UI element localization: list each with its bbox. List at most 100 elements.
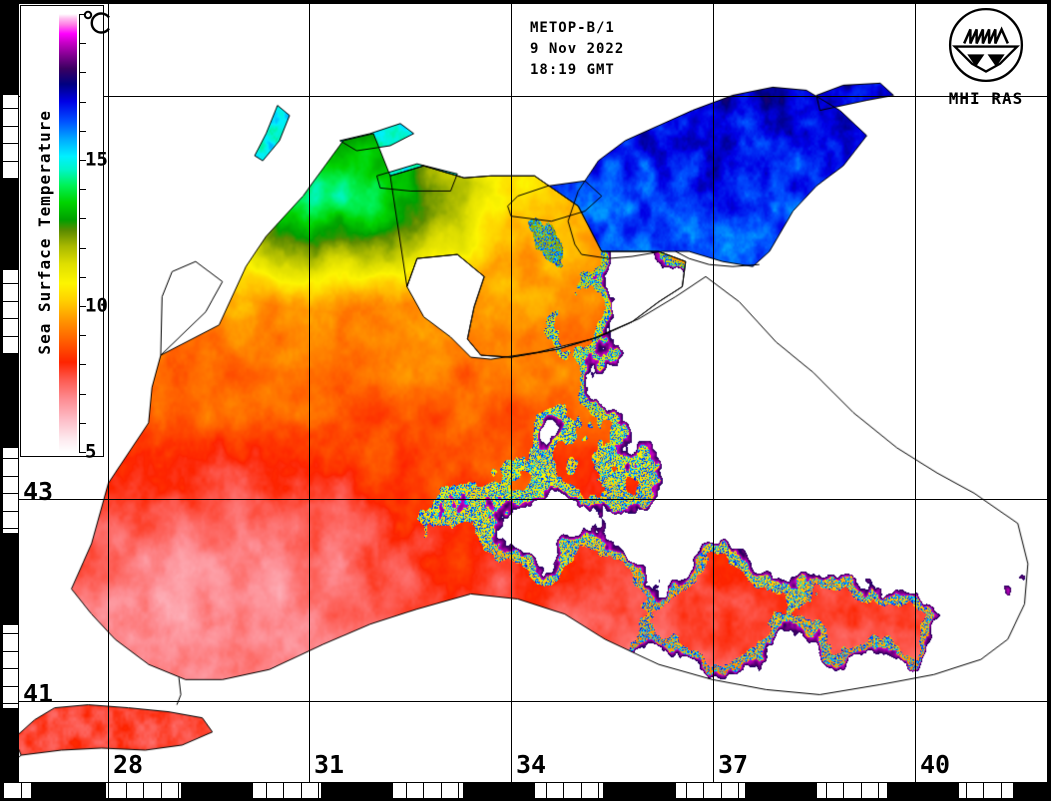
ruler-hairline: [546, 783, 547, 798]
ruler-hairline: [3, 738, 18, 739]
colorbar-tick-label: 5: [85, 440, 97, 463]
ruler-hairline: [3, 3, 18, 4]
ruler-hairline: [3, 546, 18, 547]
colorbar-tick: [79, 72, 86, 74]
latitude-label: 41: [23, 679, 54, 708]
ruler-hairline: [931, 783, 932, 798]
ruler-hairline: [861, 783, 862, 798]
ruler-hairline: [896, 783, 897, 798]
colorbar-tick: [79, 452, 86, 453]
ruler-hairline: [161, 783, 162, 798]
longitude-label: 37: [718, 750, 749, 779]
longitude-gridline: [511, 4, 512, 782]
ruler-hairline: [126, 783, 127, 798]
ruler-hairline: [283, 783, 284, 798]
ruler-hairline: [3, 143, 18, 144]
ruler-hairline: [913, 783, 914, 798]
ruler-segment: [887, 783, 959, 798]
ruler-hairline: [493, 783, 494, 798]
ruler-hairline: [633, 783, 634, 798]
colorbar-tick: [79, 43, 86, 45]
degree-celsius-icon: [83, 10, 110, 34]
ruler-hairline: [476, 783, 477, 798]
ruler-hairline: [511, 783, 512, 798]
colorbar-unit-label: [83, 10, 113, 37]
ruler-hairline: [1001, 783, 1002, 798]
ruler-hairline: [3, 423, 18, 424]
ruler-hairline: [143, 783, 144, 798]
mhi-ras-emblem-icon: [948, 7, 1024, 83]
longitude-gridline: [309, 4, 310, 782]
ruler-hairline: [843, 783, 844, 798]
ruler-hairline: [756, 783, 757, 798]
ruler-hairline: [441, 783, 442, 798]
ruler-segment: [3, 533, 18, 625]
ruler-hairline: [1036, 783, 1037, 798]
ruler-hairline: [826, 783, 827, 798]
ruler-segment: [463, 783, 535, 798]
ruler-hairline: [423, 783, 424, 798]
map-plot-area: 28 31 34 37 40 43 41: [18, 3, 1048, 783]
latitude-gridline: [19, 96, 1047, 97]
ruler-segment: [3, 178, 18, 270]
ruler-hairline: [3, 441, 18, 442]
ruler-hairline: [56, 783, 57, 798]
ruler-hairline: [3, 633, 18, 634]
ruler-hairline: [3, 178, 18, 179]
ruler-hairline: [21, 783, 22, 798]
colorbar-tick: [79, 335, 86, 337]
ruler-hairline: [3, 248, 18, 249]
colorbar-tick: [79, 306, 86, 307]
ruler-hairline: [966, 783, 967, 798]
ruler-segment: [745, 783, 817, 798]
ruler-hairline: [3, 108, 18, 109]
ruler-hairline: [3, 388, 18, 389]
ruler-hairline: [651, 783, 652, 798]
latitude-gridline: [19, 701, 1047, 702]
ruler-hairline: [458, 783, 459, 798]
colorbar-title: Sea Surface Temperature: [31, 6, 57, 458]
colorbar-tick-label: 10: [85, 294, 108, 317]
ruler-hairline: [3, 336, 18, 337]
ruler-hairline: [791, 783, 792, 798]
ruler-hairline: [721, 783, 722, 798]
ruler-hairline: [3, 21, 18, 22]
ruler-hairline: [3, 301, 18, 302]
ruler-hairline: [266, 783, 267, 798]
longitude-label: 40: [920, 750, 951, 779]
colorbar-tick: [79, 364, 86, 366]
ruler-hairline: [3, 196, 18, 197]
ruler-hairline: [3, 458, 18, 459]
ruler-hairline: [3, 91, 18, 92]
ruler-hairline: [91, 783, 92, 798]
ruler-hairline: [371, 783, 372, 798]
ruler-hairline: [773, 783, 774, 798]
colorbar-tick: [79, 160, 86, 161]
ruler-hairline: [948, 783, 949, 798]
sst-raster-image: [19, 4, 1047, 782]
ruler-segment: [3, 3, 18, 95]
longitude-gridline: [108, 4, 109, 782]
ruler-hairline: [3, 283, 18, 284]
ruler-hairline: [3, 353, 18, 354]
colorbar-tick: [79, 393, 86, 395]
ruler-hairline: [878, 783, 879, 798]
colorbar-gradient: [59, 14, 77, 452]
ruler-hairline: [668, 783, 669, 798]
ruler-hairline: [231, 783, 232, 798]
ruler-hairline: [3, 371, 18, 372]
latitude-gridline: [19, 499, 1047, 500]
acquisition-time: 18:19 GMT: [530, 62, 615, 78]
ruler-hairline: [3, 318, 18, 319]
ruler-hairline: [616, 783, 617, 798]
ruler-hairline: [3, 528, 18, 529]
ruler-hairline: [3, 511, 18, 512]
left-ruler-band: [3, 3, 18, 801]
colorbar-tick: [79, 422, 86, 424]
ruler-hairline: [3, 563, 18, 564]
colorbar-panel: Sea Surface Temperature 15 10 5: [20, 5, 110, 461]
ruler-hairline: [3, 773, 18, 774]
colorbar-axis-line: [79, 14, 80, 452]
institution-name: MHI RAS: [948, 89, 1024, 108]
